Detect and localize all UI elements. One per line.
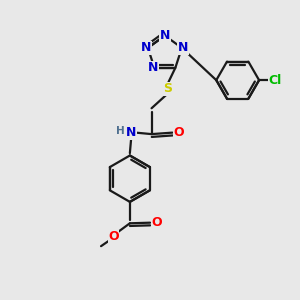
Text: N: N	[178, 41, 188, 54]
Text: H: H	[116, 126, 125, 136]
Text: N: N	[126, 126, 136, 139]
Text: S: S	[164, 82, 172, 95]
Text: Cl: Cl	[269, 74, 282, 87]
Text: O: O	[108, 230, 119, 243]
Text: O: O	[174, 126, 184, 139]
Text: N: N	[141, 41, 152, 54]
Text: N: N	[160, 29, 170, 42]
Text: N: N	[148, 61, 158, 74]
Text: O: O	[151, 216, 162, 229]
